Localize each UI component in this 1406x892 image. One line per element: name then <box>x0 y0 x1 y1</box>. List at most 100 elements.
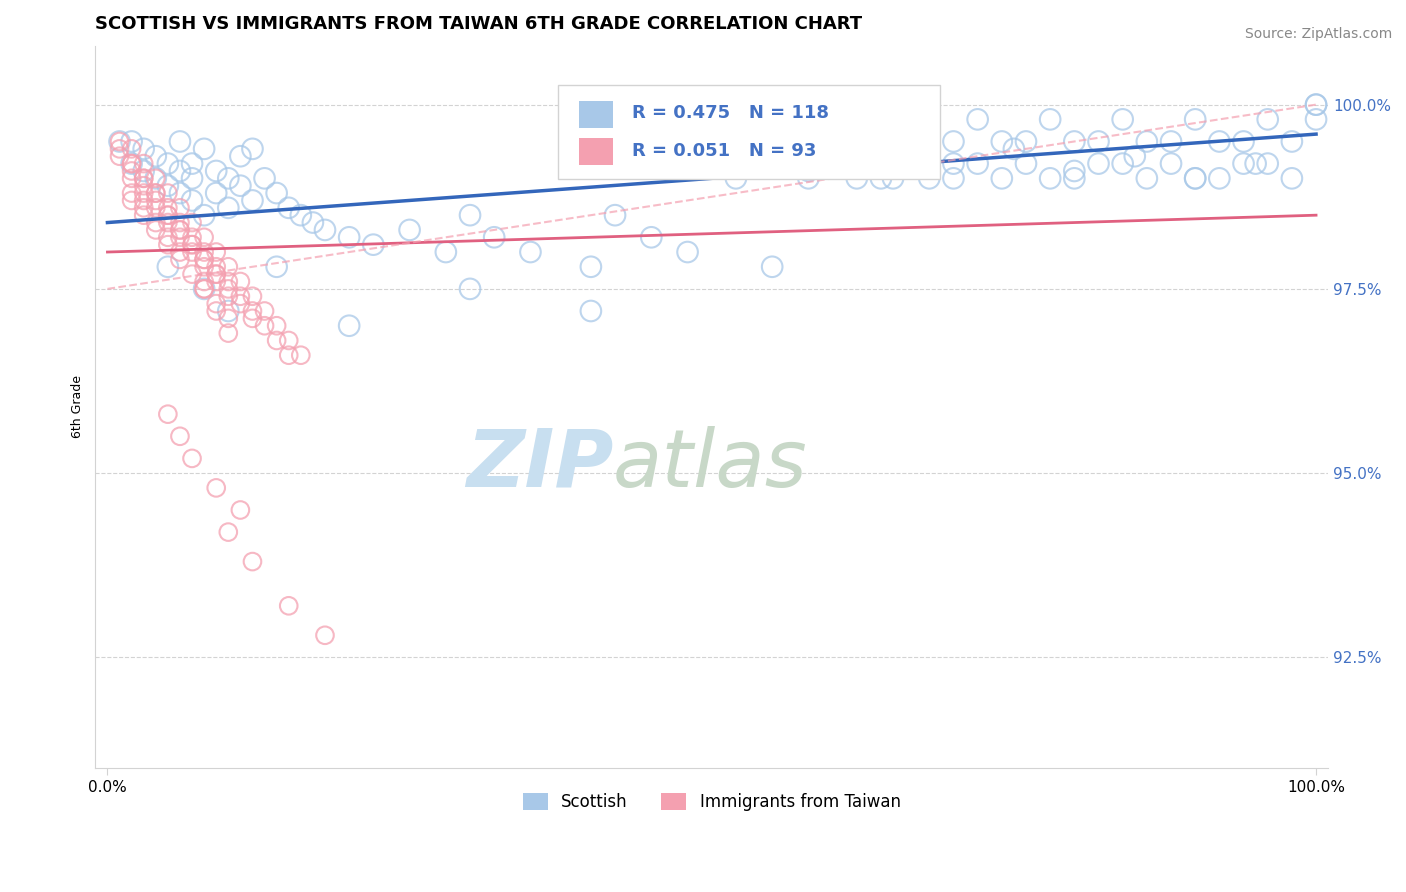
Point <box>193 208 215 222</box>
Point <box>229 296 252 310</box>
Point <box>193 282 215 296</box>
Point <box>169 245 191 260</box>
Point <box>132 164 155 178</box>
Point <box>181 451 204 466</box>
Point <box>217 311 239 326</box>
Y-axis label: 6th Grade: 6th Grade <box>72 376 84 438</box>
Point <box>242 304 264 318</box>
Point <box>169 135 191 149</box>
Point <box>145 194 167 208</box>
Point <box>1087 135 1109 149</box>
Point <box>870 135 893 149</box>
Point <box>156 186 179 200</box>
Point <box>1208 171 1230 186</box>
Point <box>181 156 204 170</box>
Point <box>205 304 228 318</box>
Point <box>882 171 904 186</box>
Bar <box>579 101 613 128</box>
Point <box>156 208 179 222</box>
Point <box>277 334 299 348</box>
Point <box>132 171 155 186</box>
Point <box>966 112 988 127</box>
Point <box>797 171 820 186</box>
Point <box>217 171 239 186</box>
Point <box>217 304 239 318</box>
Point <box>363 237 385 252</box>
Point <box>108 135 131 149</box>
Point <box>676 135 699 149</box>
Point <box>302 215 325 229</box>
Point <box>181 230 204 244</box>
Point <box>918 112 941 127</box>
Point <box>821 156 844 170</box>
Point <box>193 282 215 296</box>
Point <box>181 237 204 252</box>
Point <box>821 149 844 163</box>
Point <box>603 208 626 222</box>
Point <box>229 178 252 193</box>
Point <box>156 407 179 421</box>
Point <box>761 142 783 156</box>
Point <box>724 135 747 149</box>
Point <box>845 171 868 186</box>
Point <box>1305 97 1327 112</box>
Point <box>761 260 783 274</box>
Point <box>217 282 239 296</box>
Point <box>205 260 228 274</box>
Bar <box>579 138 613 165</box>
Point <box>1184 171 1206 186</box>
Point <box>773 156 796 170</box>
Point <box>169 252 191 267</box>
Point <box>676 245 699 260</box>
Point <box>1305 112 1327 127</box>
Point <box>277 201 299 215</box>
Point <box>724 156 747 170</box>
Text: ZIP: ZIP <box>465 425 613 504</box>
Point <box>193 142 215 156</box>
Text: Source: ZipAtlas.com: Source: ZipAtlas.com <box>1244 27 1392 41</box>
Point <box>1244 156 1267 170</box>
Point <box>181 194 204 208</box>
Point <box>1039 171 1062 186</box>
Point <box>145 186 167 200</box>
Point <box>458 208 481 222</box>
Point <box>217 201 239 215</box>
Point <box>108 142 131 156</box>
Point <box>205 267 228 281</box>
Point <box>132 194 155 208</box>
Point <box>145 171 167 186</box>
Point <box>482 230 505 244</box>
Point <box>121 142 143 156</box>
Point <box>1111 112 1133 127</box>
Point <box>229 503 252 517</box>
Point <box>121 171 143 186</box>
Point <box>1305 97 1327 112</box>
Point <box>1123 149 1146 163</box>
Point <box>1063 171 1085 186</box>
Point <box>253 318 276 333</box>
Point <box>700 135 723 149</box>
Point <box>1039 112 1062 127</box>
Point <box>145 149 167 163</box>
Point <box>132 142 155 156</box>
Point <box>966 156 988 170</box>
Point <box>121 156 143 170</box>
Point <box>108 135 131 149</box>
Point <box>942 135 965 149</box>
Point <box>181 245 204 260</box>
Text: SCOTTISH VS IMMIGRANTS FROM TAIWAN 6TH GRADE CORRELATION CHART: SCOTTISH VS IMMIGRANTS FROM TAIWAN 6TH G… <box>96 15 862 33</box>
Point <box>458 282 481 296</box>
Point <box>1160 156 1182 170</box>
Point <box>749 135 772 149</box>
Point <box>277 599 299 613</box>
Point <box>156 201 179 215</box>
Point <box>132 156 155 170</box>
Point <box>1208 135 1230 149</box>
Point <box>749 156 772 170</box>
Point <box>1232 135 1254 149</box>
Point <box>193 275 215 289</box>
Point <box>217 289 239 303</box>
Point <box>169 164 191 178</box>
Point <box>193 230 215 244</box>
Point <box>193 252 215 267</box>
